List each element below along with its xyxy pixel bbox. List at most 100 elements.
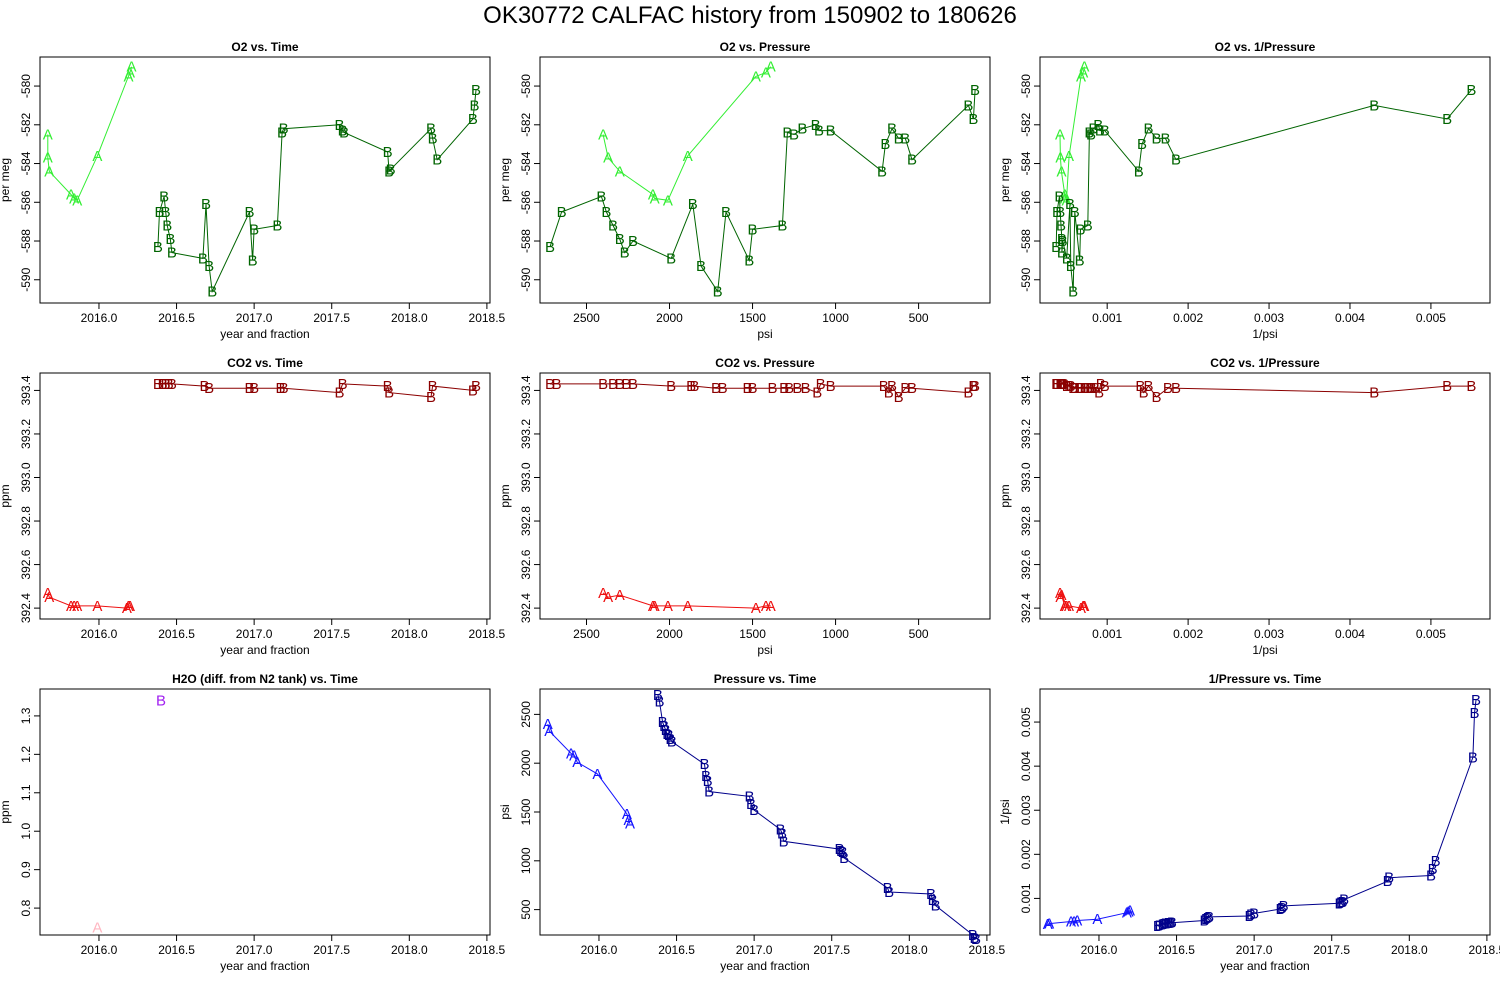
data-point-A: A bbox=[92, 598, 102, 615]
data-point-A: A bbox=[566, 745, 576, 762]
y-tick-label: 393.0 bbox=[519, 462, 533, 492]
series-line bbox=[1059, 592, 1085, 609]
data-point-B: B bbox=[1428, 861, 1438, 878]
data-point-B: B bbox=[1057, 231, 1067, 248]
x-tick-label: 1500 bbox=[739, 311, 766, 325]
y-axis-label: per meg bbox=[498, 158, 512, 202]
data-point-B: B bbox=[1051, 239, 1061, 256]
data-point-B: B bbox=[201, 196, 211, 213]
data-point-B: B bbox=[1100, 123, 1110, 140]
data-point-B: B bbox=[426, 389, 436, 406]
data-point-B: B bbox=[1203, 910, 1213, 927]
y-tick-label: -584 bbox=[19, 151, 33, 175]
data-point-A: A bbox=[1055, 126, 1065, 143]
data-point-B: B bbox=[931, 898, 941, 915]
data-point-B: B bbox=[1076, 380, 1086, 397]
data-point-B: B bbox=[601, 204, 611, 221]
x-tick-label: 0.005 bbox=[1416, 627, 1446, 641]
plot-frame bbox=[1039, 56, 1491, 304]
data-point-B: B bbox=[928, 892, 938, 909]
series-line bbox=[157, 89, 477, 294]
y-tick-label: 393.2 bbox=[19, 419, 33, 449]
plot-frame bbox=[39, 372, 491, 620]
data-point-B: B bbox=[620, 245, 630, 262]
data-point-B: B bbox=[199, 378, 209, 395]
data-point-B: B bbox=[272, 218, 282, 235]
x-tick-label: 2017.0 bbox=[736, 943, 773, 957]
y-tick-label: -580 bbox=[1019, 74, 1033, 98]
x-tick-label: 2018.5 bbox=[1469, 943, 1500, 957]
data-point-B: B bbox=[384, 163, 394, 180]
data-point-B: B bbox=[968, 111, 978, 128]
data-point-B: B bbox=[838, 844, 848, 861]
data-point-B: B bbox=[608, 376, 618, 393]
data-point-A: A bbox=[1055, 150, 1065, 167]
data-point-B: B bbox=[469, 97, 479, 114]
x-tick-label: 500 bbox=[909, 627, 929, 641]
data-point-A: A bbox=[603, 589, 613, 606]
y-tick-label: 392.8 bbox=[1019, 506, 1033, 536]
y-tick-label: 393.2 bbox=[1019, 419, 1033, 449]
data-point-B: B bbox=[384, 385, 394, 402]
series-line bbox=[550, 383, 976, 398]
data-point-B: B bbox=[721, 204, 731, 221]
panel-o2-invpressure: O2 vs. 1/Pressure 0.001 0.002 0.003 0.004 0.0… bbox=[998, 40, 1491, 341]
data-point-A: A bbox=[125, 598, 135, 615]
data-point-B: B bbox=[1466, 378, 1476, 395]
data-point-B: B bbox=[744, 788, 754, 805]
data-point-B: B bbox=[907, 380, 917, 397]
y-tick-label: -586 bbox=[519, 190, 533, 214]
data-point-A: A bbox=[1044, 916, 1054, 933]
data-point-B: B bbox=[749, 802, 759, 819]
data-point-B: B bbox=[338, 123, 348, 140]
data-point-B: B bbox=[1143, 378, 1153, 395]
data-point-B: B bbox=[153, 239, 163, 256]
x-tick-label: 2016.0 bbox=[81, 943, 118, 957]
data-point-B: B bbox=[659, 718, 669, 735]
data-point-B: B bbox=[1055, 376, 1065, 393]
data-point-B: B bbox=[161, 204, 171, 221]
data-point-B: B bbox=[545, 239, 555, 256]
data-point-B: B bbox=[1085, 380, 1095, 397]
data-point-B: B bbox=[162, 218, 172, 235]
x-tick-label: 2016.0 bbox=[1081, 943, 1118, 957]
data-point-B: B bbox=[779, 833, 789, 850]
data-point-B: B bbox=[792, 380, 802, 397]
data-point-A: A bbox=[1064, 598, 1074, 615]
panel-title: CO2 vs. Pressure bbox=[715, 356, 815, 370]
data-point-A: A bbox=[766, 59, 776, 76]
data-point-B: B bbox=[1056, 376, 1066, 393]
data-point-B: B bbox=[1052, 204, 1062, 221]
data-point-A: A bbox=[44, 589, 54, 606]
data-point-A: A bbox=[43, 150, 53, 167]
panel-title: O2 vs. Pressure bbox=[720, 40, 811, 54]
x-tick-label: 2016.5 bbox=[158, 943, 195, 957]
data-point-B: B bbox=[1334, 895, 1344, 912]
panel-invpressure-time: 1/Pressure vs. Time 2016.0 2016.5 2017.0 201… bbox=[998, 672, 1500, 973]
data-point-B: B bbox=[1068, 283, 1078, 300]
data-point-B: B bbox=[1056, 218, 1066, 235]
data-point-A: A bbox=[766, 598, 776, 615]
data-point-B: B bbox=[204, 258, 214, 275]
x-tick-label: 2018.0 bbox=[1391, 943, 1428, 957]
x-tick-label: 2017.0 bbox=[236, 311, 273, 325]
x-tick-label: 2017.5 bbox=[313, 627, 350, 641]
data-point-B: B bbox=[1152, 389, 1162, 406]
y-tick-label: 392.8 bbox=[19, 506, 33, 536]
x-tick-label: 2016.5 bbox=[158, 311, 195, 325]
data-point-B: B bbox=[654, 694, 664, 711]
data-point-B: B bbox=[968, 927, 978, 944]
data-point-A: A bbox=[1060, 187, 1070, 204]
data-point-B: B bbox=[1199, 912, 1209, 929]
data-point-A: A bbox=[683, 148, 693, 165]
x-tick-label: 2016.0 bbox=[81, 627, 118, 641]
plot-frame bbox=[539, 56, 991, 304]
data-point-B: B bbox=[1068, 380, 1078, 397]
data-point-B: B bbox=[666, 250, 676, 267]
data-point-B: B bbox=[1246, 907, 1256, 924]
data-point-B: B bbox=[1384, 870, 1394, 887]
series-line bbox=[157, 383, 477, 398]
